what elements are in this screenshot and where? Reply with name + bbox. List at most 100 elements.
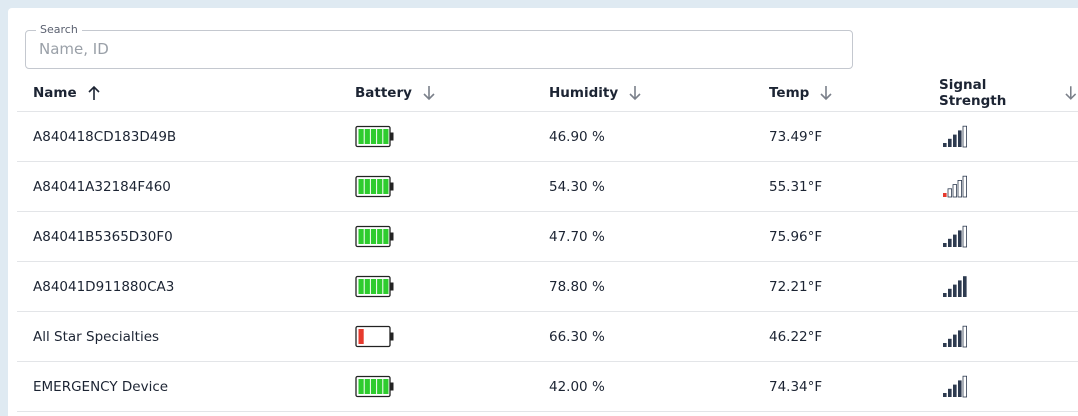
humidity: 47.70 %	[549, 228, 605, 245]
battery-tip	[390, 132, 394, 140]
battery-icon	[355, 325, 394, 347]
battery-tip	[390, 232, 394, 240]
table-row[interactable]: All Star Specialties 66.30 % 46.22°F	[17, 312, 1078, 362]
name-cell: A840418CD183D49B	[33, 112, 176, 161]
battery-tip	[390, 382, 394, 390]
signal-bar	[943, 142, 947, 147]
table-row[interactable]: A84041A32184F460 54.30 % 55.31°F	[17, 162, 1078, 212]
temp-cell: 72.21°F	[769, 262, 822, 311]
name-cell: A84041D911880CA3	[33, 262, 174, 311]
column-header[interactable]: Humidity	[549, 75, 642, 111]
battery-segment	[358, 128, 364, 144]
battery-segment	[358, 178, 364, 194]
column-title: Humidity	[549, 85, 619, 101]
signal-bar	[948, 388, 952, 397]
signal-icon	[943, 175, 967, 197]
sort-icon	[820, 86, 832, 101]
device-name: EMERGENCY Device	[33, 378, 169, 395]
column-header[interactable]: Temp	[769, 75, 833, 111]
column-header[interactable]: Signal Strength	[939, 75, 1078, 111]
signal-bar	[952, 183, 957, 197]
table-row[interactable]: EMERGENCY Device 42.00 % 74.34°F	[17, 362, 1078, 412]
signal-bar	[943, 392, 947, 397]
battery-segment	[370, 378, 377, 394]
signal-bar	[953, 234, 957, 247]
name-cell: A84041B5365D30F0	[33, 212, 173, 261]
signal-bar	[963, 275, 967, 297]
battery-segment	[377, 278, 383, 294]
battery-segment	[364, 178, 370, 194]
battery-cell	[355, 162, 395, 211]
battery-segment	[377, 228, 383, 244]
signal-icon	[943, 125, 967, 147]
battery-segment	[358, 328, 364, 344]
signal-bar	[958, 329, 962, 347]
battery-segment	[364, 128, 370, 144]
humidity-cell: 66.30 %	[549, 312, 605, 361]
signal-bar	[943, 342, 947, 347]
battery-body	[355, 325, 391, 347]
humidity-cell: 54.30 %	[549, 162, 605, 211]
sort-arrow	[1065, 86, 1077, 100]
signal-icon	[943, 325, 967, 347]
column-title: Name	[33, 85, 77, 101]
humidity: 66.30 %	[549, 328, 605, 345]
temp-cell: 74.34°F	[769, 362, 822, 411]
column-title: Battery	[355, 85, 412, 101]
search-placeholder: Name, ID	[39, 40, 109, 58]
column-title: Signal Strength	[939, 77, 1007, 109]
temperature: 75.96°F	[769, 228, 823, 245]
battery-segment	[364, 228, 370, 244]
signal-bar	[958, 229, 962, 247]
humidity-cell: 78.80 %	[549, 262, 605, 311]
battery-tip	[390, 182, 394, 190]
signal-bar	[958, 279, 962, 297]
battery-segment	[358, 278, 364, 294]
signal-bar	[947, 187, 952, 197]
humidity-cell: 47.70 %	[549, 212, 605, 261]
temperature: 72.21°F	[769, 278, 823, 295]
signal-bar	[957, 179, 962, 197]
signal-icon	[943, 225, 967, 247]
column-header[interactable]: Name	[33, 75, 101, 111]
signal-bar	[943, 192, 947, 197]
signal-bar	[943, 242, 947, 247]
battery-segment	[358, 228, 364, 244]
battery-segment	[364, 378, 370, 394]
signal-icon	[943, 275, 967, 297]
battery-segment	[383, 278, 389, 294]
signal-bar	[958, 379, 962, 397]
humidity: 42.00 %	[549, 378, 605, 395]
signal-cell	[939, 262, 969, 311]
signal-cell	[939, 312, 969, 361]
table-row[interactable]: A840418CD183D49B 46.90 % 73.49°F	[17, 112, 1078, 162]
signal-bar	[962, 175, 967, 197]
battery-segment	[364, 278, 370, 294]
signal-cell	[939, 162, 969, 211]
sort-arrow	[88, 85, 100, 100]
battery-segment	[383, 128, 389, 144]
battery-cell	[355, 262, 395, 311]
signal-bar	[953, 334, 957, 347]
header-row: Name Battery Humidity Temp Signal Strength	[17, 75, 1078, 112]
battery-tip	[390, 332, 394, 340]
column-header[interactable]: Battery	[355, 75, 436, 111]
battery-cell	[355, 362, 395, 411]
sort-arrow	[423, 86, 435, 101]
table-row[interactable]: A84041D911880CA3 78.80 % 72.21°F	[17, 262, 1078, 312]
sort-arrow	[629, 86, 641, 101]
humidity: 54.30 %	[549, 178, 605, 195]
signal-bar	[948, 338, 952, 347]
temperature: 55.31°F	[769, 178, 823, 195]
search-label: Search	[36, 23, 82, 36]
device-name: A840418CD183D49B	[33, 128, 177, 145]
temp-cell: 75.96°F	[769, 212, 822, 261]
signal-bar	[943, 292, 947, 297]
search-field[interactable]: Search Name, ID	[25, 23, 853, 69]
signal-bar	[948, 238, 952, 247]
device-name: All Star Specialties	[33, 328, 160, 345]
column-title: Temp	[769, 85, 810, 101]
battery-cell	[355, 112, 395, 161]
table-row[interactable]: A84041B5365D30F0 47.70 % 75.96°F	[17, 212, 1078, 262]
